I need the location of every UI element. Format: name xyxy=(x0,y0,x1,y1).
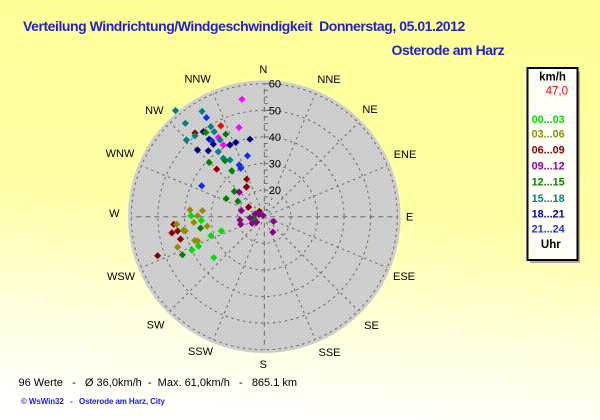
svg-text:Verteilung Windrichtung/Windge: Verteilung Windrichtung/Windgeschwindigk… xyxy=(23,18,465,34)
svg-text:96 Werte - Ø 36,0km/h -: 96 Werte - Ø 36,0km/h - Max. 61,0km/h - … xyxy=(19,377,298,389)
svg-text:SSE: SSE xyxy=(318,347,340,359)
svg-text:03...06: 03...06 xyxy=(532,129,565,141)
svg-text:NNW: NNW xyxy=(184,74,211,86)
svg-text:47,0: 47,0 xyxy=(546,86,568,98)
svg-text:09...12: 09...12 xyxy=(532,161,565,173)
svg-text:N: N xyxy=(259,64,267,76)
svg-text:© WsWin32 - Osterode am Ha: © WsWin32 - Osterode am Harz, City xyxy=(21,397,165,406)
svg-text:WSW: WSW xyxy=(107,271,136,283)
svg-text:21...24: 21...24 xyxy=(532,224,565,236)
svg-text:SE: SE xyxy=(364,320,379,332)
svg-text:12...15: 12...15 xyxy=(532,177,565,189)
svg-text:20: 20 xyxy=(269,185,281,197)
svg-text:SSW: SSW xyxy=(188,346,214,358)
svg-text:ESE: ESE xyxy=(393,271,415,283)
svg-text:Uhr: Uhr xyxy=(541,239,561,251)
svg-text:00...03: 00...03 xyxy=(532,114,565,126)
svg-text:E: E xyxy=(406,212,413,224)
svg-text:NW: NW xyxy=(145,105,164,117)
svg-text:50: 50 xyxy=(269,105,281,117)
svg-text:06...09: 06...09 xyxy=(532,145,565,157)
svg-text:15...18: 15...18 xyxy=(532,193,565,205)
svg-text:40: 40 xyxy=(269,132,281,144)
svg-text:W: W xyxy=(109,208,120,220)
svg-text:Osterode am Harz: Osterode am Harz xyxy=(392,42,505,58)
svg-text:NNE: NNE xyxy=(317,74,340,86)
svg-text:NE: NE xyxy=(362,104,377,116)
svg-text:30: 30 xyxy=(269,159,281,171)
svg-text:km/h: km/h xyxy=(539,72,566,84)
svg-text:WNW: WNW xyxy=(106,148,135,160)
svg-text:60: 60 xyxy=(269,79,281,91)
svg-text:SW: SW xyxy=(147,320,165,332)
svg-text:18...21: 18...21 xyxy=(532,209,565,221)
svg-text:S: S xyxy=(260,359,267,371)
svg-text:ENE: ENE xyxy=(394,149,417,161)
